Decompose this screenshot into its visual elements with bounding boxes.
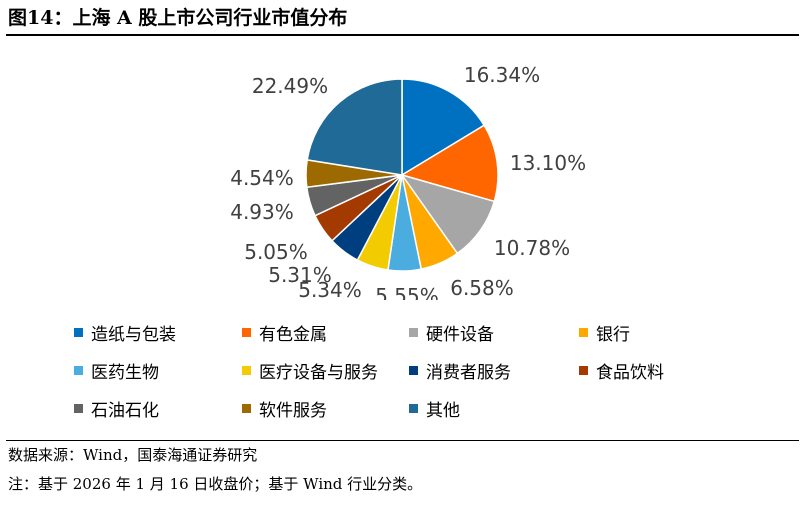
footnote: 注：基于 2026 年 1 月 16 日收盘价；基于 Wind 行业分类。 [8,475,423,493]
pie-slice [401,78,486,177]
legend-swatch [579,327,588,337]
legend-label: 其他 [426,400,460,421]
legend-label: 石油石化 [91,400,159,421]
legend-label: 食品饮料 [596,362,664,383]
legend-swatch [409,365,418,375]
legend-swatch [74,403,83,413]
slice-percentage-label: 16.34% [464,63,540,87]
legend-label: 有色金属 [259,324,327,345]
slice-percentage-label: 4.54% [230,166,294,190]
legend-label: 医药生物 [91,362,159,383]
legend-item: 其他 [409,394,460,422]
legend-swatch [74,327,83,337]
legend-label: 银行 [596,324,630,345]
legend-swatch [409,327,418,337]
legend-swatch [242,403,251,413]
chart-legend: 造纸与包装 有色金属 硬件设备 银行医药生物 医疗设备与服务 消费者服务 食品饮料石油石化 软… [74,318,774,428]
legend-item: 硬件设备 [409,318,494,346]
footer-divider [6,440,799,441]
legend-label: 消费者服务 [426,362,511,383]
title-divider [6,34,799,36]
legend-swatch [409,403,418,413]
legend-label: 医疗设备与服务 [259,362,378,383]
pie-slice [306,78,403,176]
legend-swatch [74,365,83,375]
slice-percentage-label: 5.31% [268,263,332,287]
figure-title: 图14：上海 A 股上市公司行业市值分布 [8,7,348,29]
slice-percentage-label: 6.58% [450,276,514,300]
legend-item: 医药生物 [74,356,159,384]
legend-item: 银行 [579,318,630,346]
slice-percentage-label: 4.93% [230,200,294,224]
legend-item: 消费者服务 [409,356,511,384]
legend-swatch [242,365,251,375]
legend-item: 软件服务 [242,394,327,422]
slice-percentage-label: 22.49% [252,74,328,98]
slice-percentage-label: 10.78% [494,236,570,260]
legend-item: 食品饮料 [579,356,664,384]
legend-swatch [579,365,588,375]
legend-item: 造纸与包装 [74,318,176,346]
source-note: 数据来源：Wind，国泰海通证券研究 [8,446,258,464]
legend-item: 医疗设备与服务 [242,356,378,384]
pie-chart: 16.34% 13.10% 10.78% 6.58% 5.55% 5.34%5.31%5.… [230,63,586,300]
legend-item: 有色金属 [242,318,327,346]
pie-slice [400,124,499,203]
slice-percentage-label: 5.05% [244,240,308,264]
legend-label: 造纸与包装 [91,324,176,345]
pie-labels: 16.34% 13.10% 10.78% 6.58% 5.55% 5.34%5.31%5.… [230,63,586,300]
legend-swatch [242,327,251,337]
slice-percentage-label: 13.10% [510,151,586,175]
legend-label: 软件服务 [259,400,327,421]
slice-percentage-label: 5.34% [298,278,362,300]
slice-percentage-label: 5.55% [375,284,439,300]
legend-item: 石油石化 [74,394,159,422]
pie-slices [305,78,499,272]
legend-label: 硬件设备 [426,324,494,345]
